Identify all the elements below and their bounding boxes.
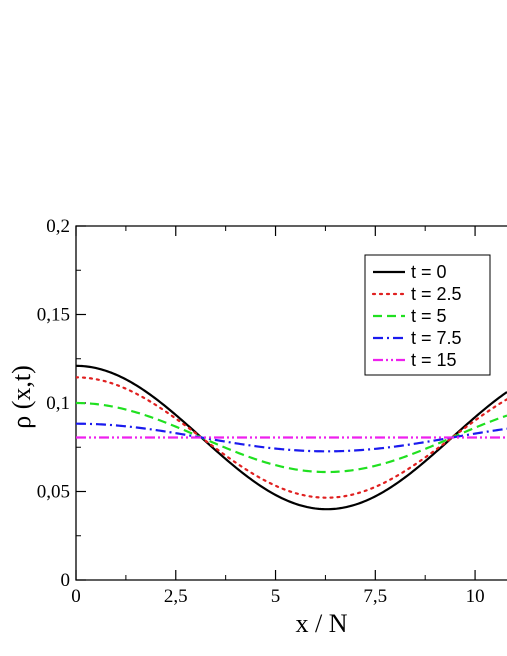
series-lines	[76, 364, 507, 511]
y-tick-label: 0,15	[37, 305, 70, 326]
x-tick-label: 0	[71, 586, 81, 607]
x-tick-label: 5	[271, 586, 281, 607]
legend-label-1: t = 2.5	[411, 284, 462, 304]
y-tick-label: 0,1	[46, 393, 70, 414]
y-tick-label: 0	[61, 570, 71, 591]
legend-label-2: t = 5	[411, 306, 447, 326]
x-tick-label: 7,5	[363, 586, 387, 607]
y-tick-label: 0,2	[46, 216, 70, 237]
legend-box	[364, 254, 491, 376]
series-line-3	[76, 422, 507, 453]
x-tick-label: 2,5	[164, 586, 188, 607]
x-tick-label: 10	[466, 586, 485, 607]
legend-label-3: t = 7.5	[411, 328, 462, 348]
y-axis-title: ρ (x,t)	[7, 365, 36, 429]
plot-area: 0 2,5 5 7,5 10 0 0,05 0,1 0,15 0,2	[37, 216, 507, 607]
x-axis-title: x / N	[296, 609, 348, 638]
axis-ticks	[75, 225, 476, 581]
y-tick-label: 0,05	[37, 482, 70, 503]
series-line-1	[76, 376, 507, 499]
axis-tick-labels: 0 2,5 5 7,5 10 0 0,05 0,1 0,15 0,2	[37, 216, 485, 607]
legend-label-0: t = 0	[411, 262, 447, 282]
series-line-2	[76, 401, 507, 474]
legend-label-4: t = 15	[411, 350, 457, 370]
series-line-0	[76, 364, 507, 511]
chart-legend: t = 0t = 2.5t = 5t = 7.5t = 15	[364, 254, 491, 376]
